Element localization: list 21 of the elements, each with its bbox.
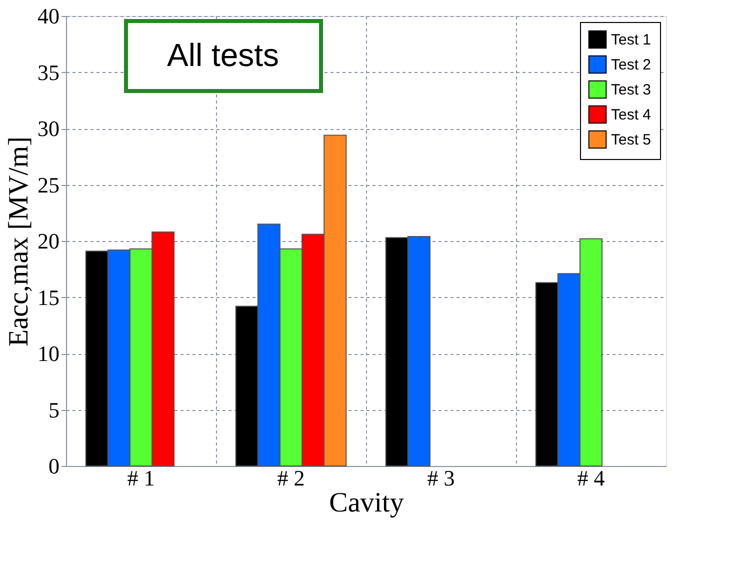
y-tick-label: 30: [38, 116, 60, 141]
y-tick-label: 15: [38, 284, 60, 310]
legend-label: Test 3: [611, 82, 652, 98]
legend-label: Test 5: [611, 132, 652, 148]
y-tick-label: 10: [38, 341, 60, 366]
y-tick-label: 25: [38, 172, 60, 198]
y-tick-label: 40: [38, 4, 60, 28]
y-tick-label: 5: [48, 397, 60, 422]
y-tick-label: 20: [38, 228, 60, 254]
legend-label: Test 1: [611, 32, 652, 48]
legend-label: Test 2: [611, 56, 652, 74]
x-tick-label: # 2: [277, 466, 305, 490]
y-tick-label: 35: [38, 60, 60, 85]
x-tick-label: # 1: [127, 466, 155, 490]
y-axis-title: Eacc,max [MV/m]: [4, 136, 34, 346]
y-tick-label: 0: [48, 454, 60, 478]
x-axis-title: Cavity: [329, 488, 404, 518]
x-tick-label: # 3: [427, 466, 455, 490]
annotation: All tests: [166, 37, 280, 73]
legend-label: Test 4: [611, 106, 652, 124]
x-tick-label: # 4: [577, 466, 605, 490]
